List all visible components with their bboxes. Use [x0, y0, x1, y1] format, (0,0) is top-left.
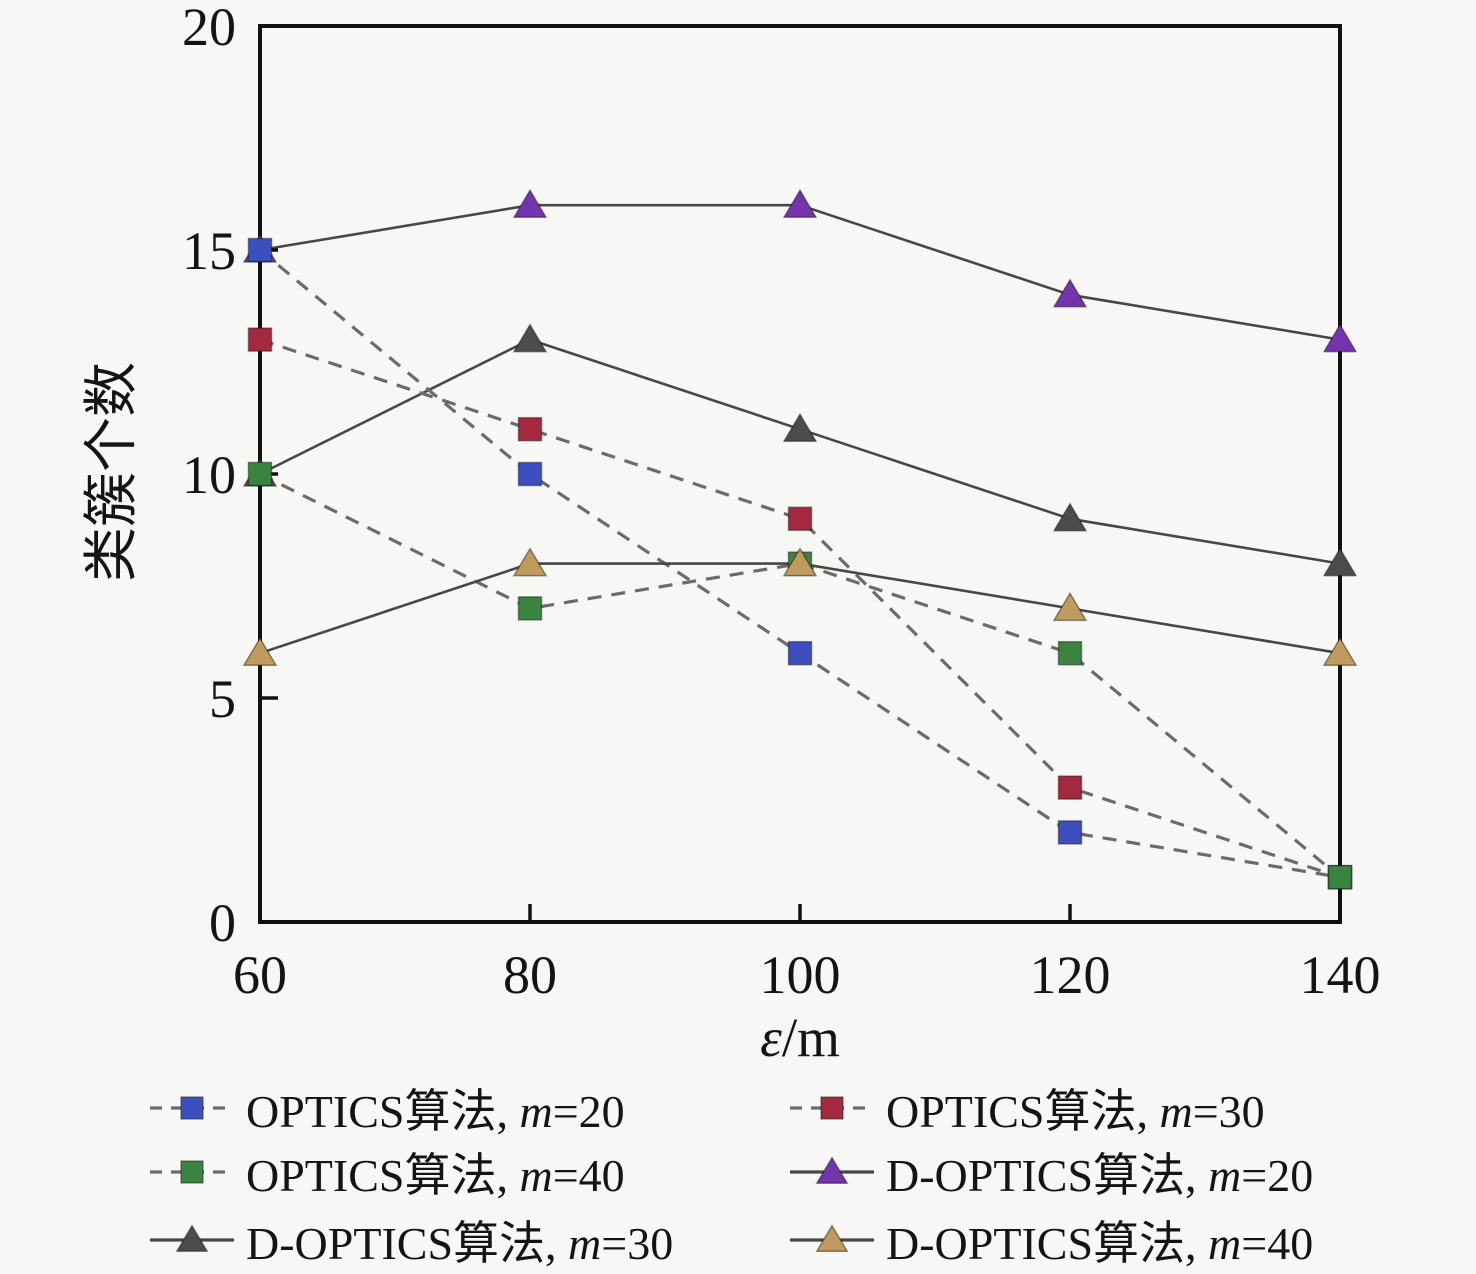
square-marker-icon: [247, 461, 273, 487]
square-marker-icon: [1327, 864, 1353, 890]
triangle-marker-icon: [782, 547, 818, 577]
triangle-marker-icon: [1322, 636, 1358, 666]
series-markers-1: [247, 327, 1353, 890]
x-tick-label: 100: [760, 945, 841, 1005]
y-tick-label: 10: [182, 445, 236, 505]
square-marker-icon: [517, 461, 543, 487]
y-tick-label: 0: [209, 893, 236, 953]
square-marker-icon: [1057, 775, 1083, 800]
square-marker-icon: [517, 596, 543, 621]
square-marker-icon: [1057, 820, 1083, 845]
triangle-marker-icon: [512, 547, 548, 577]
triangle-marker-icon: [1052, 278, 1088, 308]
y-tick-label: 15: [182, 221, 236, 281]
square-marker-icon: [517, 416, 543, 442]
x-tick-label: 140: [1300, 945, 1381, 1005]
triangle-marker-icon: [1322, 547, 1358, 577]
x-axis-title: ε/m: [760, 1007, 840, 1068]
triangle-marker-icon: [512, 188, 548, 218]
x-tick-label: 120: [1030, 945, 1111, 1005]
y-tick-label: 5: [209, 669, 236, 729]
x-tick-label: 80: [503, 945, 557, 1005]
series-markers-3: [242, 188, 1358, 353]
triangle-marker-icon: [242, 636, 278, 666]
triangle-marker-icon: [782, 188, 818, 218]
square-marker-icon: [247, 237, 273, 263]
triangle-marker-icon: [782, 412, 818, 442]
square-marker-icon: [787, 506, 813, 532]
plot-frame: [258, 24, 1342, 924]
square-marker-icon: [247, 327, 273, 352]
triangle-marker-icon: [1322, 323, 1358, 353]
series-line-2: [259, 472, 1342, 879]
x-tick-label: 60: [233, 945, 287, 1005]
series-markers-5: [242, 547, 1358, 666]
triangle-marker-icon: [1052, 591, 1088, 622]
y-tick-label: 20: [182, 0, 236, 57]
triangle-marker-icon: [1052, 502, 1088, 532]
square-marker-icon: [787, 640, 813, 666]
triangle-marker-icon: [512, 323, 548, 353]
square-marker-icon: [1057, 640, 1083, 666]
series-line-3: [259, 203, 1341, 341]
series-line-5: [259, 562, 1341, 655]
y-axis-title: 类簇个数: [81, 362, 142, 582]
series-line-1: [259, 338, 1341, 879]
